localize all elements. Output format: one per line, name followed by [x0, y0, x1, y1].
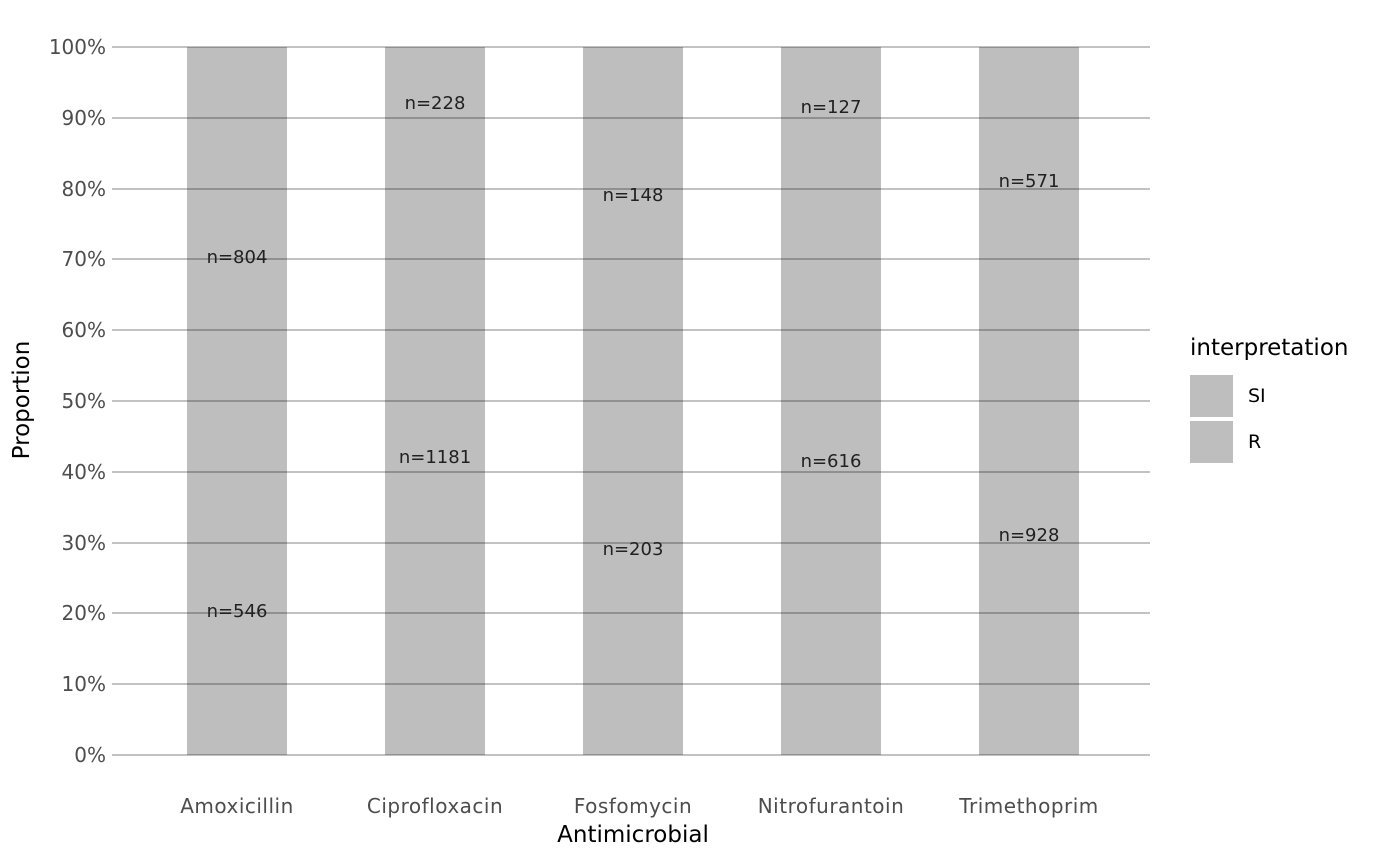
bar-ciprofloxacin [385, 47, 485, 755]
bar-count-label: n=546 [206, 600, 268, 622]
legend-swatch-si [1190, 375, 1233, 417]
bar-segment-si [979, 47, 1079, 317]
bar-count-label: n=571 [998, 170, 1060, 192]
legend-entry-r: R [1190, 421, 1348, 463]
gridline [112, 187, 1150, 190]
y-tick-label: 50% [61, 389, 106, 413]
bar-segment-r [781, 168, 881, 755]
gridline [112, 329, 1150, 332]
gridline [112, 258, 1150, 261]
x-tick-label: Trimethoprim [959, 794, 1099, 818]
y-tick-label: 40% [61, 459, 106, 484]
bar-segment-si [385, 47, 485, 162]
legend-label-r: R [1248, 431, 1262, 453]
x-axis-title: Antimicrobial [557, 822, 709, 848]
bar-count-label: n=228 [404, 93, 466, 115]
bar-amoxicillin [187, 47, 287, 755]
bar-count-label: n=148 [602, 185, 664, 207]
bar-count-label: n=203 [602, 539, 664, 561]
bar-segment-r [385, 161, 485, 755]
gridline [112, 470, 1150, 473]
bar-count-label: n=1181 [398, 447, 472, 469]
gridline [112, 116, 1150, 119]
legend: interpretation SI R [1190, 335, 1348, 467]
bar-segment-r [979, 316, 1079, 755]
gridline [112, 541, 1150, 544]
y-tick-label: 90% [61, 105, 106, 130]
bar-segment-si [781, 47, 881, 169]
bar-nitrofurantoin [781, 47, 881, 755]
bar-segment-si [583, 47, 683, 346]
bar-count-label: n=804 [206, 246, 268, 268]
bar-trimethoprim [979, 47, 1079, 755]
y-tick-label: 70% [61, 247, 106, 272]
bar-count-label: n=928 [998, 524, 1060, 546]
bar-fosfomycin [583, 47, 683, 755]
gridline [112, 683, 1150, 686]
legend-entry-si: SI [1190, 375, 1348, 417]
gridline [112, 46, 1150, 48]
x-tick-label: Ciprofloxacin [366, 794, 504, 818]
legend-title: interpretation [1190, 335, 1349, 361]
x-tick-label: Fosfomycin [573, 794, 693, 818]
bar-count-label: n=127 [800, 96, 862, 118]
bar-segment-r [583, 345, 683, 755]
y-tick-label: 100% [48, 35, 106, 59]
bar-segment-si [187, 47, 287, 469]
y-tick-label: 0% [74, 743, 106, 767]
y-tick-label: 80% [61, 176, 106, 201]
legend-swatch-r [1190, 421, 1233, 463]
gridline [112, 754, 1150, 756]
y-tick-label: 20% [61, 601, 106, 626]
gridline [112, 612, 1150, 615]
gridline [112, 400, 1150, 402]
y-tick-label: 10% [61, 672, 106, 697]
y-tick-label: 60% [61, 318, 106, 343]
bar-count-label: n=616 [800, 450, 862, 472]
x-tick-label: Amoxicillin [180, 794, 294, 818]
plot-panel [112, 46, 1150, 756]
x-tick-label: Nitrofurantoin [757, 794, 905, 818]
bar-segment-r [187, 468, 287, 755]
y-tick-label: 30% [61, 530, 106, 555]
legend-label-si: SI [1248, 385, 1266, 407]
